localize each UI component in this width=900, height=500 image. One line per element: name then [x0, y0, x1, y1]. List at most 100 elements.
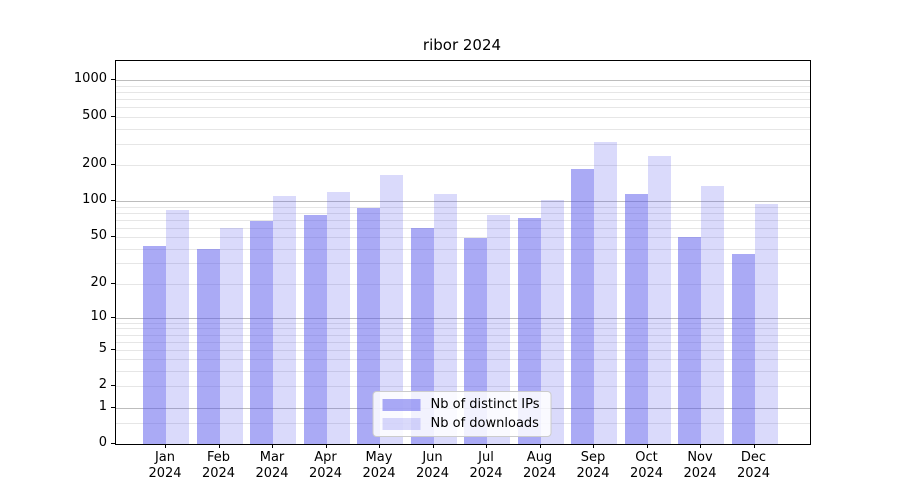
gridline-minor	[116, 143, 810, 145]
y-tick-mark	[111, 385, 115, 387]
bar-dec-distinct-ips	[731, 253, 755, 444]
x-tick-label: Mar 2024	[242, 450, 302, 482]
legend-label-downloads: Nb of downloads	[430, 416, 539, 431]
y-tick-mark	[111, 316, 115, 318]
legend-item-downloads: Nb of downloads	[382, 416, 540, 431]
legend-swatch-distinct-ips	[382, 398, 421, 411]
x-tick-label: Aug 2024	[510, 450, 570, 482]
x-tick-mark	[325, 444, 327, 448]
x-tick-label: Jun 2024	[403, 450, 463, 482]
bar-nov-distinct-ips	[678, 237, 701, 444]
y-tick-mark	[111, 282, 115, 284]
bar-oct-distinct-ips	[624, 194, 648, 444]
y-tick-label: 1000	[73, 71, 107, 87]
x-tick-label: Feb 2024	[189, 450, 249, 482]
gridline-minor	[116, 386, 810, 388]
x-tick-label: Jul 2024	[456, 450, 516, 482]
y-tick-mark	[111, 115, 115, 117]
y-tick-label: 50	[90, 228, 107, 243]
x-tick-label-year: 2024	[683, 466, 717, 481]
x-tick-mark	[700, 444, 701, 448]
y-tick-label: 200	[82, 155, 107, 171]
x-tick-mark	[486, 444, 487, 448]
gridline-minor	[116, 164, 810, 166]
x-tick-label: Sep 2024	[563, 450, 623, 482]
y-tick-label: 2	[98, 377, 107, 393]
bar-jan-downloads	[166, 209, 189, 444]
bar-may-distinct-ips	[357, 208, 380, 444]
x-tick-label-year: 2024	[629, 466, 664, 481]
x-tick-mark	[272, 444, 273, 448]
gridline-minor	[116, 322, 810, 324]
x-tick-mark	[218, 444, 220, 448]
bar-feb-downloads	[219, 227, 243, 444]
x-tick-label: Oct 2024	[617, 450, 677, 482]
gridline-major	[116, 317, 810, 319]
gridline-minor	[116, 212, 810, 214]
x-tick-label-year: 2024	[736, 466, 771, 481]
gridline-minor	[116, 283, 810, 285]
gridline-major	[116, 201, 810, 203]
x-tick-label: Dec 2024	[724, 450, 784, 482]
x-tick-label-year: 2024	[201, 466, 236, 481]
legend: Nb of distinct IPs Nb of downloads	[372, 391, 552, 437]
bar-dec-downloads	[754, 204, 778, 444]
y-tick-label: 500	[82, 107, 107, 123]
y-tick-mark	[111, 236, 115, 237]
x-tick-label-year: 2024	[308, 466, 343, 481]
x-tick-label: May 2024	[349, 450, 409, 482]
x-tick-label-year: 2024	[255, 466, 289, 481]
bar-feb-distinct-ips	[196, 248, 220, 444]
gridline-major	[116, 80, 810, 82]
gridline-minor	[116, 371, 810, 372]
bar-sep-downloads	[594, 141, 617, 444]
bar-mar-downloads	[273, 196, 296, 444]
bar-jan-distinct-ips	[143, 246, 166, 444]
bar-may-downloads	[380, 174, 403, 444]
gridline-minor	[116, 116, 810, 118]
gridline-minor	[116, 341, 810, 343]
gridline-minor	[116, 128, 810, 130]
x-tick-label-year: 2024	[469, 466, 503, 481]
bar-aug-distinct-ips	[517, 218, 541, 444]
y-tick-label: 0	[98, 435, 107, 450]
y-tick-mark	[111, 200, 115, 202]
gridline-minor	[116, 359, 810, 361]
bar-mar-distinct-ips	[250, 221, 273, 444]
gridline-minor	[116, 99, 810, 101]
bar-nov-downloads	[701, 186, 724, 444]
bar-aug-downloads	[540, 199, 564, 444]
gridline-minor	[116, 107, 810, 109]
x-tick-mark	[379, 444, 380, 448]
bar-jul-downloads	[487, 215, 510, 444]
gridline-minor	[116, 206, 810, 208]
x-tick-label: Nov 2024	[670, 450, 730, 482]
bar-jun-downloads	[433, 193, 457, 444]
gridline-minor	[116, 349, 810, 351]
y-tick-mark	[111, 348, 115, 350]
y-tick-mark	[111, 406, 115, 408]
bar-apr-downloads	[326, 192, 350, 444]
x-tick-label-year: 2024	[362, 466, 396, 481]
plot-area	[115, 60, 811, 445]
y-tick-label: 10	[90, 308, 107, 324]
y-tick-label: 5	[98, 340, 107, 356]
gridline-minor	[116, 92, 810, 94]
gridline-minor	[116, 85, 810, 87]
x-tick-mark	[539, 444, 541, 448]
x-tick-label-year: 2024	[522, 466, 557, 481]
gridline-minor	[116, 248, 810, 250]
gridline-minor	[116, 227, 810, 229]
x-tick-mark	[593, 444, 594, 448]
x-tick-mark	[432, 444, 434, 448]
y-tick-label: 100	[82, 192, 107, 208]
legend-item-distinct-ips: Nb of distinct IPs	[382, 397, 539, 412]
gridline-minor	[116, 263, 810, 265]
x-tick-label: Apr 2024	[296, 450, 356, 482]
gridline-minor	[116, 237, 810, 238]
x-tick-label-year: 2024	[148, 466, 182, 481]
gridline-minor	[116, 334, 810, 336]
x-tick-mark	[753, 444, 755, 448]
bar-apr-distinct-ips	[303, 215, 327, 444]
bar-oct-downloads	[647, 156, 671, 444]
